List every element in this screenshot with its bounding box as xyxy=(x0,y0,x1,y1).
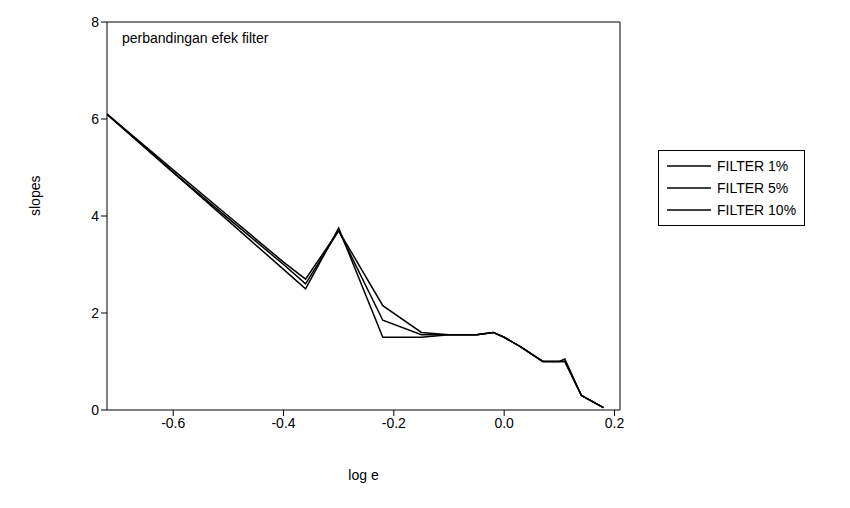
html-text:FILTER 5%: FILTER 5% xyxy=(717,180,789,196)
svg-text:-0.2: -0.2 xyxy=(382,415,406,431)
html-text:perbandingan efek filter: perbandingan efek filter xyxy=(122,30,269,46)
svg-text:4: 4 xyxy=(91,208,99,224)
html-text:FILTER 10%: FILTER 10% xyxy=(717,202,797,218)
svg-text:-0.4: -0.4 xyxy=(271,415,295,431)
svg-text:0.2: 0.2 xyxy=(605,415,625,431)
svg-text:0.0: 0.0 xyxy=(494,415,514,431)
svg-text:2: 2 xyxy=(91,305,99,321)
svg-text:0: 0 xyxy=(91,402,99,418)
html-text:FILTER 1%: FILTER 1% xyxy=(717,158,789,174)
svg-text:-0.6: -0.6 xyxy=(161,415,185,431)
svg-text:log e: log e xyxy=(348,467,379,483)
svg-text:slopes: slopes xyxy=(27,176,43,216)
svg-text:6: 6 xyxy=(91,111,99,127)
svg-text:8: 8 xyxy=(91,14,99,30)
